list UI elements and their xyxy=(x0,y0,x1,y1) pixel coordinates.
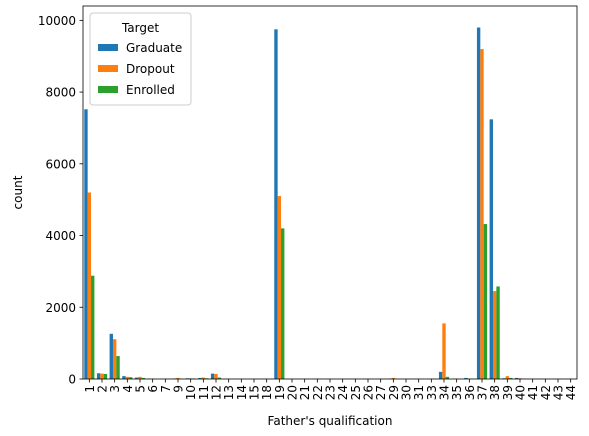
legend-label-graduate: Graduate xyxy=(126,41,182,55)
x-tick-label: 24 xyxy=(336,385,350,400)
y-tick-label: 4000 xyxy=(45,229,76,243)
x-tick-label: 15 xyxy=(248,385,262,400)
legend: Target Graduate Dropout Enrolled xyxy=(89,12,192,106)
bar-dropout-5 xyxy=(138,376,142,379)
bar-dropout-37 xyxy=(480,49,484,380)
bar-graduate-5 xyxy=(134,377,139,379)
x-tick-label: 39 xyxy=(501,385,515,400)
bar-graduate-19 xyxy=(274,29,278,379)
bar-graduate-2 xyxy=(96,373,101,379)
bar-enrolled-39 xyxy=(509,377,513,379)
axes-frame xyxy=(82,5,578,380)
bar-dropout-1 xyxy=(87,192,92,379)
bar-enrolled-3 xyxy=(116,356,120,379)
bar-graduate-38 xyxy=(489,119,493,379)
bar-graduate-11 xyxy=(198,377,202,379)
x-tick-label: 7 xyxy=(159,385,173,393)
bar-graduate-3 xyxy=(109,333,113,379)
x-tick-label: 14 xyxy=(235,385,249,400)
bar-dropout-3 xyxy=(112,339,117,379)
bar-graduate-36 xyxy=(464,377,468,379)
x-tick-label: 1 xyxy=(83,385,97,393)
x-tick-label: 2 xyxy=(96,385,110,393)
x-tick-label: 29 xyxy=(387,385,401,400)
bar-dropout-9 xyxy=(176,377,180,379)
bar-graduate-34 xyxy=(438,371,443,379)
y-tick-label: 0 xyxy=(68,373,76,387)
bar-enrolled-5 xyxy=(141,377,146,379)
bar-graduate-12 xyxy=(210,373,215,379)
x-tick-label: 33 xyxy=(425,385,439,400)
bar-dropout-34 xyxy=(442,323,446,379)
legend-swatch-graduate xyxy=(98,44,118,51)
bar-enrolled-1 xyxy=(91,275,95,379)
y-axis-title: count xyxy=(11,175,25,209)
bar-enrolled-38 xyxy=(496,286,500,379)
x-tick-label: 41 xyxy=(526,385,540,400)
x-tick-label: 12 xyxy=(210,385,224,400)
bar-graduate-40 xyxy=(514,377,519,379)
bar-enrolled-34 xyxy=(445,376,450,379)
y-axis-ticks: 0 2000 4000 6000 8000 10000 xyxy=(38,14,83,387)
bars-layer xyxy=(84,27,576,380)
legend-swatch-dropout xyxy=(98,65,118,72)
x-tick-label: 6 xyxy=(146,385,160,393)
x-tick-label: 34 xyxy=(438,385,452,400)
bar-enrolled-37 xyxy=(483,224,488,379)
bar-dropout-2 xyxy=(100,373,104,379)
bar-graduate-4 xyxy=(122,376,126,379)
x-tick-label: 42 xyxy=(539,385,553,400)
x-tick-label: 40 xyxy=(514,385,528,400)
bar-enrolled-4 xyxy=(129,377,133,379)
x-tick-label: 36 xyxy=(463,385,477,400)
x-tick-label: 37 xyxy=(476,385,490,400)
x-tick-label: 21 xyxy=(298,385,312,400)
x-tick-label: 18 xyxy=(260,385,274,400)
y-tick-label: 10000 xyxy=(38,14,76,28)
bar-enrolled-12 xyxy=(217,377,222,379)
x-tick-label: 43 xyxy=(552,385,566,400)
x-tick-label: 13 xyxy=(222,385,236,400)
x-tick-label: 20 xyxy=(286,385,300,400)
x-tick-label: 3 xyxy=(108,385,122,393)
bar-dropout-29 xyxy=(391,377,396,379)
bar-dropout-39 xyxy=(505,376,510,379)
x-tick-label: 4 xyxy=(121,385,135,393)
x-tick-label: 38 xyxy=(488,385,502,400)
bar-dropout-38 xyxy=(492,291,497,379)
bar-dropout-11 xyxy=(201,377,206,379)
x-tick-label: 10 xyxy=(184,385,198,400)
bar-enrolled-2 xyxy=(103,373,108,379)
legend-label-dropout: Dropout xyxy=(126,62,175,76)
x-tick-label: 25 xyxy=(349,385,363,400)
y-tick-label: 6000 xyxy=(45,157,76,171)
x-tick-label: 27 xyxy=(374,385,388,400)
x-tick-label: 35 xyxy=(450,385,464,400)
x-tick-label: 44 xyxy=(564,385,578,400)
bar-dropout-4 xyxy=(125,376,130,379)
bar-graduate-37 xyxy=(476,27,481,380)
legend-swatch-enrolled xyxy=(98,86,118,93)
x-axis-ticks: 1234567910111213141518192021222324252627… xyxy=(83,379,578,400)
x-tick-label: 31 xyxy=(412,385,426,400)
legend-box xyxy=(89,12,192,106)
x-tick-label: 23 xyxy=(324,385,338,400)
legend-label-enrolled: Enrolled xyxy=(126,83,175,97)
bar-dropout-19 xyxy=(277,196,282,379)
y-tick-label: 2000 xyxy=(45,301,76,315)
x-tick-label: 9 xyxy=(172,385,186,393)
bar-graduate-1 xyxy=(84,109,88,380)
x-tick-label: 19 xyxy=(273,385,287,400)
x-tick-label: 26 xyxy=(362,385,376,400)
y-tick-label: 8000 xyxy=(45,86,76,100)
bar-dropout-12 xyxy=(214,373,218,379)
legend-title: Target xyxy=(121,21,159,35)
x-tick-label: 11 xyxy=(197,385,211,400)
x-axis-title: Father's qualification xyxy=(268,414,393,428)
x-tick-label: 30 xyxy=(400,385,414,400)
x-tick-label: 5 xyxy=(134,385,148,393)
x-tick-label: 22 xyxy=(311,385,325,400)
bar-enrolled-19 xyxy=(281,228,285,379)
